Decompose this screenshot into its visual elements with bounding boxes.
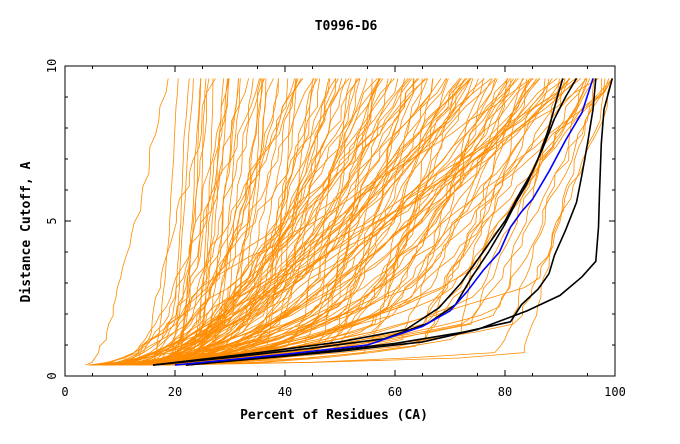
other-model-line	[88, 78, 426, 366]
other-model-line	[148, 78, 239, 366]
other-model-line	[142, 78, 389, 366]
other-model-line	[156, 78, 230, 366]
highlighted-series-line-3	[185, 78, 597, 366]
other-model-line	[150, 78, 468, 366]
other-model-line	[177, 78, 579, 366]
x-tick-label: 80	[498, 385, 512, 399]
other-model-line	[114, 78, 571, 366]
other-model-line	[122, 78, 599, 366]
other-model-line	[140, 78, 249, 366]
other-model-line	[91, 78, 517, 366]
y-tick-label: 10	[45, 59, 59, 73]
highlighted-series-line-1	[152, 78, 564, 366]
other-model-line	[141, 78, 420, 366]
other-model-line	[101, 78, 613, 366]
other-model-line	[152, 78, 210, 366]
x-axis-label: Percent of Residues (CA)	[240, 408, 428, 423]
other-model-line	[85, 78, 169, 366]
other-model-line	[89, 78, 533, 366]
chart-title: T0996-D6	[315, 19, 378, 34]
other-model-line	[163, 78, 602, 366]
other-model-line	[167, 78, 485, 366]
other-model-line	[107, 78, 447, 366]
highlighted-models-layer	[152, 77, 614, 366]
x-tick-label: 20	[168, 385, 182, 399]
tick-labels: 0 20 40 60 80 100 0 5 10	[45, 59, 626, 399]
other-model-line	[101, 78, 493, 366]
highlighted-series-line-2	[152, 77, 578, 366]
other-model-line	[104, 78, 588, 366]
other-model-line	[140, 78, 339, 366]
other-model-line	[123, 78, 280, 366]
x-tick-label: 40	[278, 385, 292, 399]
other-model-line	[97, 78, 497, 366]
other-model-line	[91, 78, 302, 366]
other-model-line	[124, 78, 558, 366]
other-model-line	[99, 78, 296, 366]
other-model-line	[152, 78, 321, 366]
other-model-line	[165, 78, 587, 366]
other-model-line	[169, 78, 534, 366]
other-model-line	[173, 78, 582, 366]
other-model-line	[101, 78, 519, 366]
highlighted-series-line-5	[174, 78, 594, 366]
other-model-line	[109, 78, 591, 366]
other-model-line	[146, 78, 461, 366]
other-model-line	[173, 78, 381, 366]
other-model-line	[144, 78, 190, 366]
y-axis-label: Distance Cutoff, A	[19, 161, 34, 302]
other-model-line	[116, 78, 613, 366]
other-model-line	[93, 78, 532, 366]
other-model-line	[137, 78, 442, 366]
other-model-line	[99, 78, 304, 366]
highlighted-series-line-4	[185, 78, 614, 366]
other-model-line	[178, 78, 512, 366]
y-tick-label: 0	[45, 372, 59, 379]
other-model-line	[102, 78, 595, 366]
other-model-line	[149, 78, 541, 366]
y-tick-label: 5	[45, 217, 59, 224]
x-tick-label: 0	[61, 385, 68, 399]
x-tick-label: 100	[604, 385, 626, 399]
other-model-line	[155, 78, 358, 366]
other-model-line	[111, 78, 566, 366]
other-model-line	[152, 78, 380, 366]
other-model-line	[171, 78, 462, 366]
tick-marks	[64, 65, 616, 377]
other-model-line	[97, 78, 428, 366]
other-model-line	[174, 78, 330, 366]
other-model-line	[140, 78, 289, 366]
other-model-line	[99, 78, 570, 366]
other-model-line	[93, 78, 350, 366]
other-model-line	[130, 78, 399, 366]
other-model-line	[162, 78, 239, 366]
other-model-line	[163, 78, 194, 366]
other-model-line	[145, 78, 566, 366]
other-model-line	[115, 78, 260, 366]
other-models-layer	[85, 78, 613, 366]
other-model-line	[127, 78, 413, 366]
other-model-line	[94, 78, 381, 366]
other-model-line	[89, 78, 479, 366]
other-model-line	[110, 78, 613, 366]
x-tick-label: 60	[388, 385, 402, 399]
other-model-line	[95, 78, 498, 366]
